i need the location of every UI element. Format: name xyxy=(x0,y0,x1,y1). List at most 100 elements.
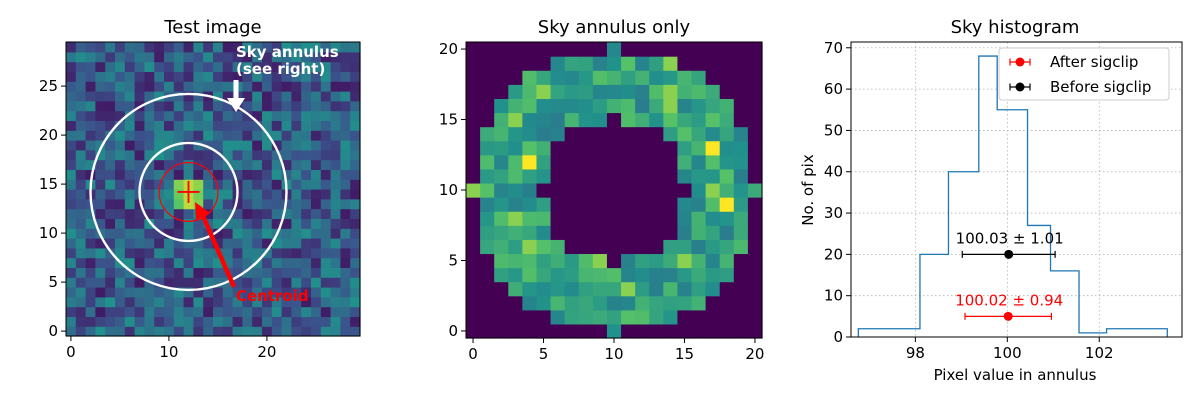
test-image-pixel xyxy=(164,257,175,268)
test-image-pixel xyxy=(222,149,234,161)
annulus-pixel xyxy=(733,154,749,170)
annulus-pixel xyxy=(747,323,763,339)
test-image-pixel xyxy=(66,326,77,337)
test-image-pixel xyxy=(311,247,322,259)
test-image-pixel xyxy=(330,91,341,102)
test-image-pixel xyxy=(144,179,155,190)
test-image-pixel xyxy=(193,149,204,161)
test-image-pixel xyxy=(144,316,155,327)
test-image-pixel xyxy=(164,238,175,249)
test-image-pixel xyxy=(203,277,214,288)
test-image-pixel xyxy=(291,228,302,239)
annulus-pixel xyxy=(635,295,650,311)
annulus-pixel xyxy=(578,239,594,255)
test-image-pixel xyxy=(281,257,292,268)
annulus-pixel xyxy=(494,182,509,198)
test-image-pixel xyxy=(262,159,273,170)
test-image-pixel xyxy=(95,159,106,170)
annulus-pixel xyxy=(578,295,594,311)
test-image-pixel xyxy=(154,296,165,308)
test-image-pixel xyxy=(252,218,263,229)
sky-annulus-xtick-label: 15 xyxy=(675,345,694,363)
annulus-pixel xyxy=(536,98,552,114)
annulus-pixel xyxy=(621,281,636,297)
annulus-pixel xyxy=(691,323,707,339)
test-image-pixel xyxy=(75,218,87,229)
test-image-pixel xyxy=(66,277,77,288)
annulus-pixel xyxy=(550,281,566,297)
annulus-pixel xyxy=(564,197,580,212)
test-image-pixel xyxy=(105,198,116,210)
test-image-pixel xyxy=(213,140,224,151)
annulus-pixel xyxy=(635,182,650,198)
test-image-pixel xyxy=(75,306,87,317)
annulus-pixel xyxy=(677,281,693,297)
test-image-pixel xyxy=(291,120,302,131)
annulus-pixel xyxy=(691,281,707,297)
annulus-pixel xyxy=(663,112,679,128)
test-image-pixel xyxy=(271,287,283,298)
test-image-pixel xyxy=(115,71,126,82)
annulus-pixel xyxy=(494,225,509,240)
annulus-pixel xyxy=(677,42,693,57)
test-image-pixel xyxy=(75,267,87,278)
test-image-pixel xyxy=(340,169,351,180)
annulus-pixel xyxy=(494,140,509,156)
test-image-pixel xyxy=(95,316,106,327)
test-image-pixel xyxy=(173,306,185,317)
test-image-pixel xyxy=(222,81,234,92)
test-image-pixel xyxy=(144,100,155,112)
test-image-pixel xyxy=(301,91,312,102)
annulus-pixel xyxy=(719,323,735,339)
test-image-pixel xyxy=(311,306,322,317)
test-image-pixel xyxy=(75,277,87,288)
test-image-pixel xyxy=(330,218,341,229)
test-image-pixel xyxy=(75,326,87,337)
test-image-pixel xyxy=(115,189,126,200)
test-image-pixel xyxy=(222,120,234,131)
test-image-pixel xyxy=(66,189,77,200)
legend-marker-point xyxy=(1015,82,1025,92)
test-image-pixel xyxy=(75,296,87,308)
annulus-pixel xyxy=(733,42,749,57)
annulus-pixel xyxy=(536,112,552,128)
annulus-pixel xyxy=(494,56,509,71)
annulus-pixel xyxy=(592,42,608,57)
annulus-pixel xyxy=(522,98,538,114)
annulus-pixel xyxy=(522,56,538,71)
annulus-pixel xyxy=(733,225,749,240)
test-image-pixel xyxy=(213,257,224,268)
test-image-pixel xyxy=(311,120,322,131)
test-image-pixel xyxy=(66,247,77,259)
test-image-pixel xyxy=(262,316,273,327)
test-image-pixel xyxy=(95,81,106,92)
test-image-pixel xyxy=(173,287,185,298)
test-image-pixel xyxy=(350,61,361,72)
annulus-pixel xyxy=(747,281,763,297)
test-image-pixel xyxy=(242,208,253,219)
test-image-pixel xyxy=(105,120,116,131)
sky-annulus-xtick-label: 0 xyxy=(468,345,478,363)
test-image-pixel xyxy=(95,140,106,151)
test-image-pixel xyxy=(262,257,273,268)
test-image-pixel xyxy=(242,326,253,337)
annulus-pixel xyxy=(564,168,580,184)
annulus-pixel xyxy=(649,112,664,128)
test-image-pixel xyxy=(85,169,96,180)
annulus-pixel xyxy=(747,253,763,269)
test-image-pixel xyxy=(242,81,253,92)
test-image-pixel xyxy=(85,61,96,72)
annulus-pixel xyxy=(705,239,721,255)
test-image-pixel xyxy=(311,61,322,72)
test-image-pixel xyxy=(115,179,126,190)
test-image-pixel xyxy=(95,218,106,229)
annulus-pixel xyxy=(677,267,693,283)
test-image-pixel xyxy=(105,149,116,161)
test-image-pixel xyxy=(173,100,185,112)
annulus-pixel xyxy=(466,267,481,283)
test-image-pixel xyxy=(144,208,155,219)
annulus-pixel xyxy=(508,84,523,99)
test-image-pixel xyxy=(124,306,136,317)
test-image-pixel xyxy=(340,306,351,317)
test-image-pixel xyxy=(232,218,243,229)
